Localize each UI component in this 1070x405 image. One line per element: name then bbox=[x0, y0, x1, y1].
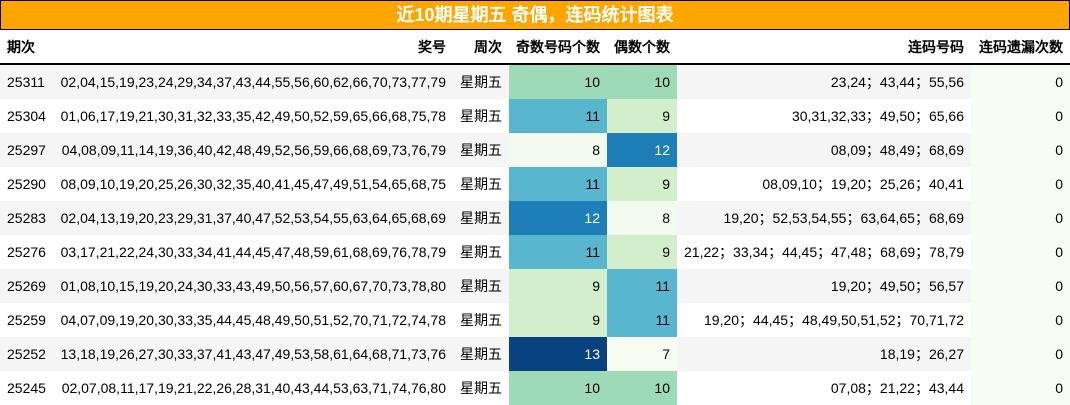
cell-consecutive-omission: 0 bbox=[971, 303, 1070, 337]
cell-consecutive: 23,24；43,44；55,56 bbox=[677, 64, 971, 99]
cell-odd-count: 9 bbox=[509, 303, 607, 337]
cell-numbers: 04,08,09,11,14,19,36,40,42,48,49,52,56,5… bbox=[53, 133, 453, 167]
cell-even-count: 7 bbox=[607, 337, 677, 371]
cell-issue: 25297 bbox=[0, 133, 53, 167]
cell-numbers: 02,04,15,19,23,24,29,34,37,43,44,55,56,6… bbox=[53, 64, 453, 99]
cell-consecutive-omission: 0 bbox=[971, 269, 1070, 303]
cell-even-count: 9 bbox=[607, 167, 677, 201]
cell-odd-count: 10 bbox=[509, 371, 607, 405]
cell-consecutive: 18,19；26,27 bbox=[677, 337, 971, 371]
cell-odd-count: 13 bbox=[509, 337, 607, 371]
cell-even-count: 10 bbox=[607, 64, 677, 99]
header-issue: 期次 bbox=[0, 30, 53, 65]
cell-consecutive: 08,09；48,49；68,69 bbox=[677, 133, 971, 167]
cell-weekday: 星期五 bbox=[453, 64, 509, 99]
table-row: 25269 01,08,10,15,19,20,24,30,33,43,49,50… bbox=[0, 269, 1070, 303]
table-row: 25276 03,17,21,22,24,30,33,34,41,44,45,47… bbox=[0, 235, 1070, 269]
odd-even-consecutive-table: 期次 奖号 周次 奇数号码个数 偶数个数 连码号码 连码遗漏次数 25311 02… bbox=[0, 30, 1070, 405]
cell-weekday: 星期五 bbox=[453, 303, 509, 337]
header-even-count: 偶数个数 bbox=[607, 30, 677, 65]
cell-even-count: 9 bbox=[607, 99, 677, 133]
table-row: 25259 04,07,09,19,20,30,33,35,44,45,48,49… bbox=[0, 303, 1070, 337]
cell-odd-count: 11 bbox=[509, 99, 607, 133]
cell-consecutive: 19,20；52,53,54,55；63,64,65；68,69 bbox=[677, 201, 971, 235]
cell-issue: 25252 bbox=[0, 337, 53, 371]
table-row: 25252 13,18,19,26,27,30,33,37,41,43,47,49… bbox=[0, 337, 1070, 371]
cell-consecutive: 19,20；44,45；48,49,50,51,52；70,71,72 bbox=[677, 303, 971, 337]
cell-consecutive-omission: 0 bbox=[971, 371, 1070, 405]
cell-consecutive-omission: 0 bbox=[971, 133, 1070, 167]
header-consecutive: 连码号码 bbox=[677, 30, 971, 65]
table-row: 25283 02,04,13,19,20,23,29,31,37,40,47,52… bbox=[0, 201, 1070, 235]
cell-numbers: 02,07,08,11,17,19,21,22,26,28,31,40,43,4… bbox=[53, 371, 453, 405]
cell-odd-count: 8 bbox=[509, 133, 607, 167]
cell-numbers: 02,04,13,19,20,23,29,31,37,40,47,52,53,5… bbox=[53, 201, 453, 235]
cell-weekday: 星期五 bbox=[453, 201, 509, 235]
cell-consecutive-omission: 0 bbox=[971, 99, 1070, 133]
cell-weekday: 星期五 bbox=[453, 371, 509, 405]
header-odd-count: 奇数号码个数 bbox=[509, 30, 607, 65]
cell-consecutive-omission: 0 bbox=[971, 337, 1070, 371]
chart-title: 近10期星期五 奇偶，连码统计图表 bbox=[0, 0, 1070, 30]
cell-issue: 25276 bbox=[0, 235, 53, 269]
cell-weekday: 星期五 bbox=[453, 167, 509, 201]
cell-consecutive-omission: 0 bbox=[971, 201, 1070, 235]
cell-odd-count: 12 bbox=[509, 201, 607, 235]
cell-even-count: 12 bbox=[607, 133, 677, 167]
cell-odd-count: 9 bbox=[509, 269, 607, 303]
cell-odd-count: 11 bbox=[509, 235, 607, 269]
cell-consecutive: 19,20；49,50；56,57 bbox=[677, 269, 971, 303]
cell-numbers: 08,09,10,19,20,25,26,30,32,35,40,41,45,4… bbox=[53, 167, 453, 201]
cell-odd-count: 11 bbox=[509, 167, 607, 201]
cell-weekday: 星期五 bbox=[453, 235, 509, 269]
header-consecutive-omission: 连码遗漏次数 bbox=[971, 30, 1070, 65]
table-row: 25297 04,08,09,11,14,19,36,40,42,48,49,52… bbox=[0, 133, 1070, 167]
cell-weekday: 星期五 bbox=[453, 133, 509, 167]
cell-consecutive: 08,09,10；19,20；25,26；40,41 bbox=[677, 167, 971, 201]
cell-odd-count: 10 bbox=[509, 64, 607, 99]
cell-numbers: 04,07,09,19,20,30,33,35,44,45,48,49,50,5… bbox=[53, 303, 453, 337]
cell-issue: 25259 bbox=[0, 303, 53, 337]
table-row: 25245 02,07,08,11,17,19,21,22,26,28,31,40… bbox=[0, 371, 1070, 405]
cell-issue: 25304 bbox=[0, 99, 53, 133]
cell-consecutive: 30,31,32,33；49,50；65,66 bbox=[677, 99, 971, 133]
cell-consecutive: 07,08；21,22；43,44 bbox=[677, 371, 971, 405]
cell-weekday: 星期五 bbox=[453, 269, 509, 303]
cell-numbers: 13,18,19,26,27,30,33,37,41,43,47,49,53,5… bbox=[53, 337, 453, 371]
header-row: 期次 奖号 周次 奇数号码个数 偶数个数 连码号码 连码遗漏次数 bbox=[0, 30, 1070, 65]
cell-weekday: 星期五 bbox=[453, 337, 509, 371]
cell-issue: 25245 bbox=[0, 371, 53, 405]
cell-consecutive-omission: 0 bbox=[971, 167, 1070, 201]
table-row: 25304 01,06,17,19,21,30,31,32,33,35,42,49… bbox=[0, 99, 1070, 133]
header-numbers: 奖号 bbox=[53, 30, 453, 65]
header-weekday: 周次 bbox=[453, 30, 509, 65]
cell-even-count: 11 bbox=[607, 269, 677, 303]
cell-issue: 25269 bbox=[0, 269, 53, 303]
cell-numbers: 01,08,10,15,19,20,24,30,33,43,49,50,56,5… bbox=[53, 269, 453, 303]
cell-consecutive: 21,22；33,34；44,45；47,48；68,69；78,79 bbox=[677, 235, 971, 269]
cell-consecutive-omission: 0 bbox=[971, 64, 1070, 99]
cell-even-count: 8 bbox=[607, 201, 677, 235]
cell-issue: 25311 bbox=[0, 64, 53, 99]
cell-issue: 25283 bbox=[0, 201, 53, 235]
table-row: 25290 08,09,10,19,20,25,26,30,32,35,40,41… bbox=[0, 167, 1070, 201]
cell-even-count: 10 bbox=[607, 371, 677, 405]
cell-even-count: 11 bbox=[607, 303, 677, 337]
cell-even-count: 9 bbox=[607, 235, 677, 269]
cell-consecutive-omission: 0 bbox=[971, 235, 1070, 269]
cell-issue: 25290 bbox=[0, 167, 53, 201]
cell-numbers: 03,17,21,22,24,30,33,34,41,44,45,47,48,5… bbox=[53, 235, 453, 269]
table-row: 25311 02,04,15,19,23,24,29,34,37,43,44,55… bbox=[0, 64, 1070, 99]
cell-numbers: 01,06,17,19,21,30,31,32,33,35,42,49,50,5… bbox=[53, 99, 453, 133]
cell-weekday: 星期五 bbox=[453, 99, 509, 133]
